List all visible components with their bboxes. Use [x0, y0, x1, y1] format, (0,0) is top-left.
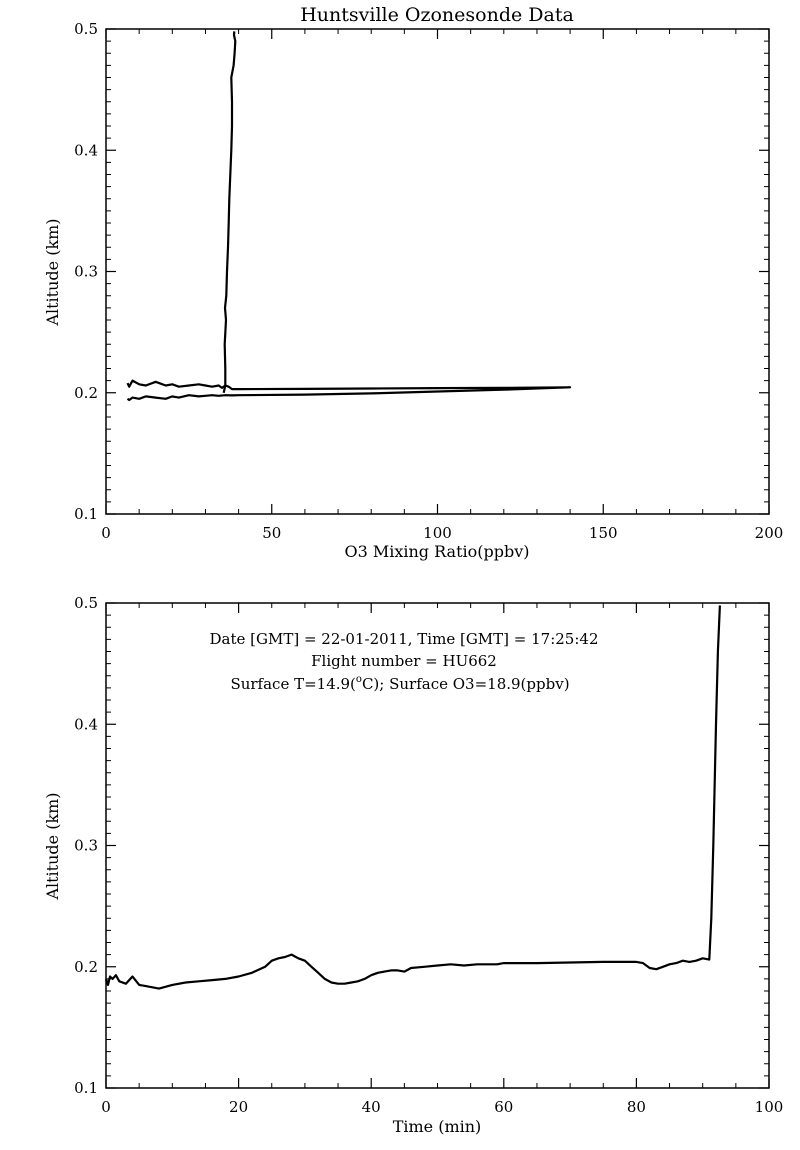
y-axis-label: Altitude (km)	[43, 218, 62, 326]
x-axis-label: O3 Mixing Ratio(ppbv)	[344, 542, 529, 561]
series-line-2	[222, 31, 237, 394]
x-tick-label: 40	[362, 1098, 381, 1116]
y-tick-label: 0.1	[74, 505, 98, 523]
y-tick-label: 0.3	[74, 837, 98, 855]
annotation-flight-number: Flight number = HU662	[311, 652, 497, 670]
x-tick-label: 0	[101, 524, 111, 542]
y-tick-label: 0.3	[74, 263, 98, 281]
y-tick-label: 0.1	[74, 1079, 98, 1097]
annotation-surface-prefix: Surface T=14.9(	[230, 675, 355, 693]
altitude-time-chart: 0 20 40 60 80 100 0.1 0.2 0.3 0.4 0.5 Date [GMT] =…	[43, 594, 783, 1136]
series-line-1	[104, 605, 721, 990]
annotation-surface-superscript: o	[356, 674, 362, 685]
y-tick-label: 0.5	[74, 594, 98, 612]
x-axis-label: Time (min)	[393, 1117, 482, 1136]
x-tick-label: 50	[262, 524, 281, 542]
x-tick-label: 20	[229, 1098, 248, 1116]
x-tick-label: 100	[423, 524, 452, 542]
axis-ticks	[105, 28, 770, 515]
axis-ticks	[105, 602, 770, 1089]
tick-labels: 0 20 40 60 80 100 0.1 0.2 0.3 0.4 0.5	[74, 594, 783, 1116]
x-tick-label: 200	[755, 524, 784, 542]
x-tick-label: 100	[755, 1098, 784, 1116]
o3-profile-chart: 0 50 100 150 200 0.1 0.2 0.3 0.4 0.5 O3 Mixing Ra…	[43, 20, 783, 561]
annotation-surface-values: Surface T=14.9(oC); Surface O3=18.9(ppbv…	[230, 674, 569, 693]
y-tick-label: 0.2	[74, 384, 98, 402]
data-series	[126, 31, 572, 402]
annotation-date-time: Date [GMT] = 22-01-2011, Time [GMT] = 17…	[209, 630, 598, 648]
series-line-1	[126, 379, 572, 402]
data-series	[104, 605, 721, 990]
x-tick-label: 80	[627, 1098, 646, 1116]
y-tick-label: 0.2	[74, 958, 98, 976]
chart-title: Huntsville Ozonesonde Data	[300, 4, 574, 26]
tick-labels: 0 50 100 150 200 0.1 0.2 0.3 0.4 0.5	[74, 20, 783, 542]
y-tick-label: 0.5	[74, 20, 98, 38]
y-tick-label: 0.4	[74, 715, 98, 733]
x-tick-label: 0	[101, 1098, 111, 1116]
annotation-surface-suffix: C); Surface O3=18.9(ppbv)	[362, 675, 570, 693]
y-axis-label: Altitude (km)	[43, 792, 62, 900]
x-tick-label: 60	[494, 1098, 513, 1116]
y-tick-label: 0.4	[74, 141, 98, 159]
plot-frame	[105, 28, 770, 515]
x-tick-label: 150	[589, 524, 618, 542]
